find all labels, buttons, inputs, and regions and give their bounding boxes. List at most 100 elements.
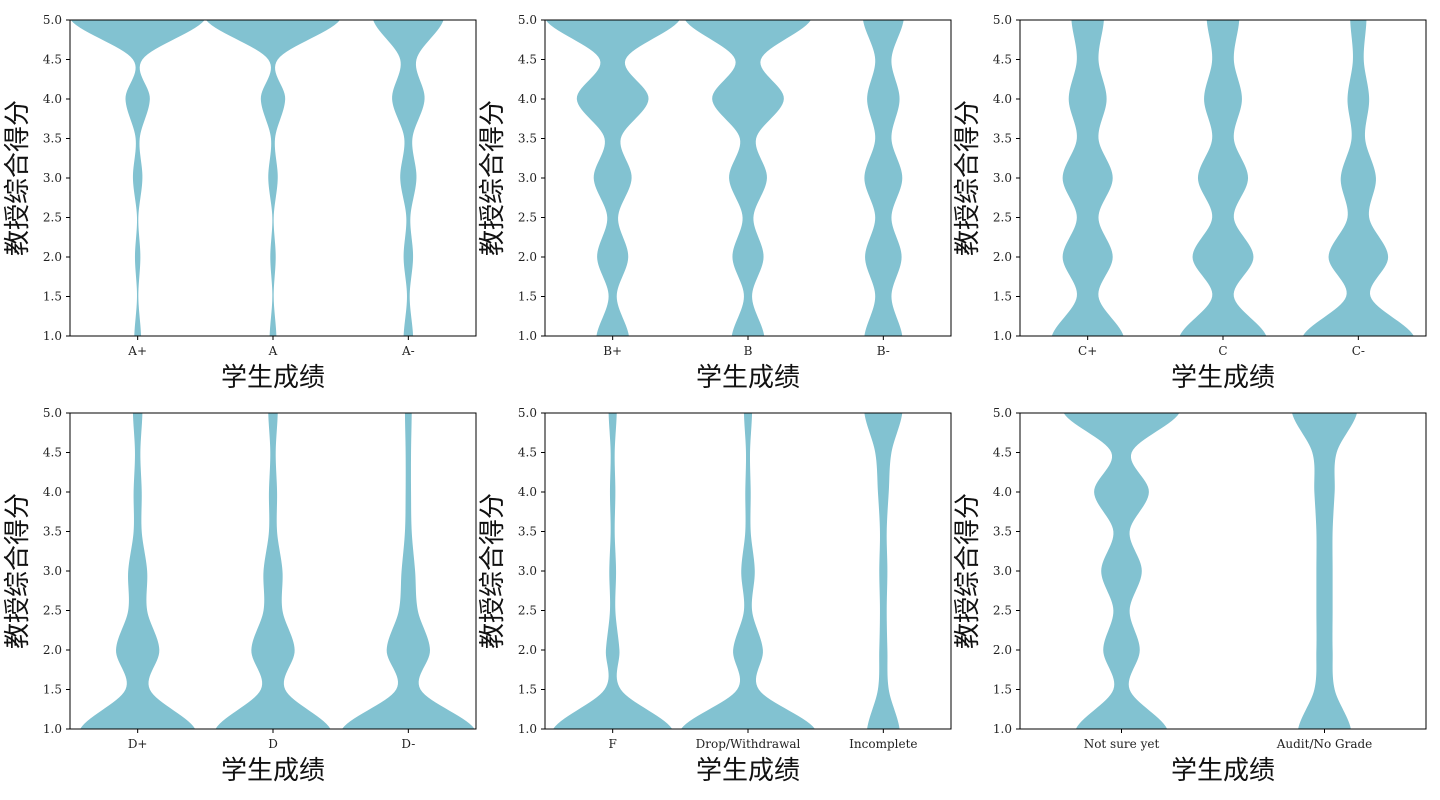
x-tick-label: D <box>268 737 278 751</box>
violin-audit-no-grade <box>1292 413 1357 729</box>
violin-c <box>1302 20 1414 336</box>
y-tick-label: 4.5 <box>993 446 1012 460</box>
y-tick-label: 2.0 <box>993 643 1012 657</box>
violin-c <box>1051 20 1124 336</box>
y-tick-label: 4.0 <box>43 485 62 499</box>
x-tick-label: Not sure yet <box>1084 737 1160 751</box>
x-tick-label: Drop/Withdrawal <box>696 737 801 751</box>
violin-d <box>80 413 196 729</box>
x-tick-label: D+ <box>128 737 148 751</box>
chart-panel-5: 1.0 1.5 2.0 2.5 3.0 3.5 4.0 4.5 5.0 F Drop/Withdra… <box>478 406 952 786</box>
y-tick-label: 1.5 <box>43 683 62 697</box>
y-tick-label: 2.5 <box>993 604 1012 618</box>
y-tick-label: 4.0 <box>993 485 1012 499</box>
y-tick-label: 1.0 <box>518 329 537 343</box>
chart-panel-2: 1.0 1.5 2.0 2.5 3.0 3.5 4.0 4.5 5.0 B+ B B- 学生成绩 教授综合… <box>478 13 952 393</box>
violin-b <box>863 20 904 336</box>
y-tick-label: 4.0 <box>993 92 1012 106</box>
y-tick-label: 3.0 <box>43 171 62 185</box>
y-tick-label: 1.5 <box>43 290 62 304</box>
y-tick-label: 1.0 <box>993 722 1012 736</box>
y-axis-label: 教授综合得分 <box>3 493 33 649</box>
x-tick-label: B+ <box>603 344 622 358</box>
axes-frame <box>1019 412 1427 730</box>
x-tick-label: C- <box>1352 344 1365 358</box>
y-tick-label: 3.0 <box>993 171 1012 185</box>
y-tick-label: 2.5 <box>993 211 1012 225</box>
y-tick-label: 1.0 <box>993 329 1012 343</box>
y-axis-label: 教授综合得分 <box>953 100 983 256</box>
x-tick-label: C+ <box>1078 344 1097 358</box>
violin-not-sure-yet <box>1063 413 1180 729</box>
x-axis-label: 学生成绩 <box>696 363 800 393</box>
y-tick-label: 5.0 <box>518 13 537 27</box>
y-tick-label: 1.0 <box>518 722 537 736</box>
y-tick-label: 3.5 <box>993 132 1012 146</box>
violin-a <box>70 20 205 336</box>
violin-b <box>685 20 811 336</box>
y-tick-label: 5.0 <box>43 13 62 27</box>
x-tick-label: Incomplete <box>849 737 917 751</box>
y-tick-label: 2.0 <box>43 643 62 657</box>
x-tick-label: A <box>268 344 278 358</box>
x-axis-label: 学生成绩 <box>696 756 800 786</box>
y-tick-label: 2.0 <box>993 250 1012 264</box>
y-tick-label: 5.0 <box>993 406 1012 420</box>
violin-f <box>553 413 673 729</box>
chart-panel-3: 1.0 1.5 2.0 2.5 3.0 3.5 4.0 4.5 5.0 C+ C C- 学生成绩 教授综合… <box>953 13 1427 393</box>
y-tick-label: 1.5 <box>993 683 1012 697</box>
y-tick-label: 1.0 <box>43 329 62 343</box>
y-tick-label: 2.5 <box>518 211 537 225</box>
y-tick-label: 2.0 <box>43 250 62 264</box>
y-tick-label: 3.5 <box>518 132 537 146</box>
violin-incomplete <box>864 413 903 729</box>
y-tick-label: 4.5 <box>518 446 537 460</box>
y-tick-label: 3.5 <box>43 525 62 539</box>
violin-c <box>1179 20 1267 336</box>
x-tick-label: B <box>744 344 753 358</box>
chart-panel-1: 1.0 1.5 2.0 2.5 3.0 3.5 4.0 4.5 5.0 A+ A A- 学生成绩 教授综合… <box>3 13 477 393</box>
chart-panel-6: 1.0 1.5 2.0 2.5 3.0 3.5 4.0 4.5 5.0 Not sure yet A… <box>953 406 1427 786</box>
y-tick-label: 4.5 <box>518 53 537 67</box>
x-tick-label: B- <box>877 344 890 358</box>
y-axis-label: 教授综合得分 <box>478 100 508 256</box>
y-tick-label: 3.0 <box>518 171 537 185</box>
y-tick-label: 3.5 <box>518 525 537 539</box>
y-axis-label: 教授综合得分 <box>3 100 33 256</box>
y-tick-label: 4.0 <box>518 92 537 106</box>
y-tick-label: 2.5 <box>43 211 62 225</box>
y-tick-label: 4.5 <box>993 53 1012 67</box>
x-axis-label: 学生成绩 <box>1171 756 1275 786</box>
y-tick-label: 3.5 <box>43 132 62 146</box>
violin-a <box>373 20 444 336</box>
y-axis-label: 教授综合得分 <box>478 493 508 649</box>
x-tick-label: Audit/No Grade <box>1276 737 1373 751</box>
chart-panel-4: 1.0 1.5 2.0 2.5 3.0 3.5 4.0 4.5 5.0 D+ D D- 学生成绩 教授综合… <box>3 406 477 786</box>
x-tick-label: D- <box>401 737 415 751</box>
y-tick-label: 3.0 <box>43 564 62 578</box>
y-tick-label: 5.0 <box>43 406 62 420</box>
x-tick-label: A+ <box>127 344 147 358</box>
y-tick-label: 3.0 <box>518 564 537 578</box>
x-axis-label: 学生成绩 <box>221 756 325 786</box>
y-tick-label: 4.0 <box>43 92 62 106</box>
violin-drop-withdrawal <box>681 413 815 729</box>
y-tick-label: 2.5 <box>518 604 537 618</box>
y-tick-label: 1.5 <box>993 290 1012 304</box>
x-tick-label: F <box>609 737 617 751</box>
x-tick-label: A- <box>401 344 415 358</box>
y-tick-label: 2.0 <box>518 250 537 264</box>
y-tick-label: 2.5 <box>43 604 62 618</box>
violin-d <box>215 413 331 729</box>
y-tick-label: 1.0 <box>43 722 62 736</box>
violin-a <box>206 20 340 336</box>
y-tick-label: 3.0 <box>993 564 1012 578</box>
y-axis-label: 教授综合得分 <box>953 493 983 649</box>
y-tick-label: 5.0 <box>518 406 537 420</box>
y-tick-label: 3.5 <box>993 525 1012 539</box>
violin-d <box>342 413 475 729</box>
y-tick-label: 4.0 <box>518 485 537 499</box>
y-tick-label: 1.5 <box>518 683 537 697</box>
y-tick-label: 5.0 <box>993 13 1012 27</box>
